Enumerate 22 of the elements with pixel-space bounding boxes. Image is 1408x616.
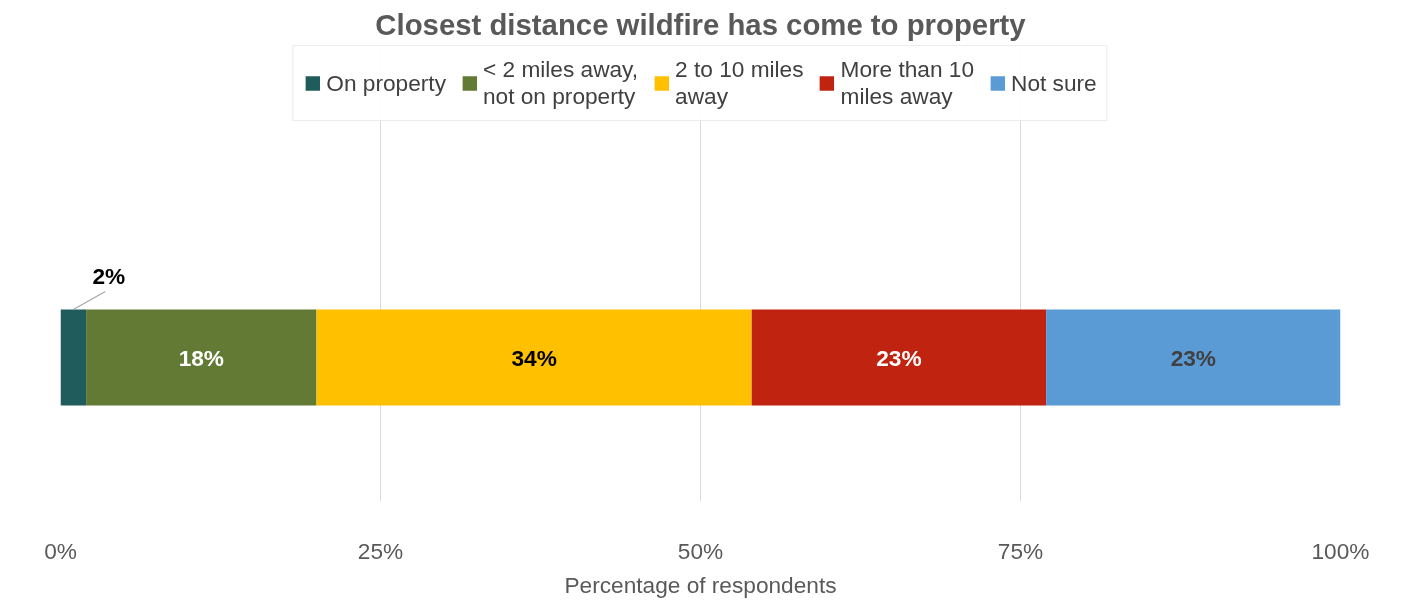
x-tick-label: 100% [1311,537,1370,564]
legend-label: More than 10 miles away [840,56,975,110]
bar [751,309,1047,406]
bar [1046,309,1341,406]
bar [60,309,87,406]
legend-label: On property [326,69,446,97]
x-axis-title: Percentage of respondents [564,571,837,598]
data-label: 23% [876,344,922,371]
x-tick-label: 50% [677,537,724,564]
legend-label: Not sure [1011,69,1097,97]
data-label: 23% [1170,344,1216,371]
x-tick-label: 75% [997,537,1044,564]
x-tick-label: 0% [44,537,77,564]
data-label: 2% [92,263,126,290]
data-label: 34% [511,344,557,371]
chart-title: Closest distance wildfire has come to property [375,7,1027,41]
legend-label: 2 to 10 miles away [675,56,804,110]
bar [86,309,317,406]
x-tick-label: 25% [357,537,404,564]
data-label: 18% [178,344,224,371]
legend-label: < 2 miles away, not on property [482,56,639,110]
bar [316,309,752,406]
